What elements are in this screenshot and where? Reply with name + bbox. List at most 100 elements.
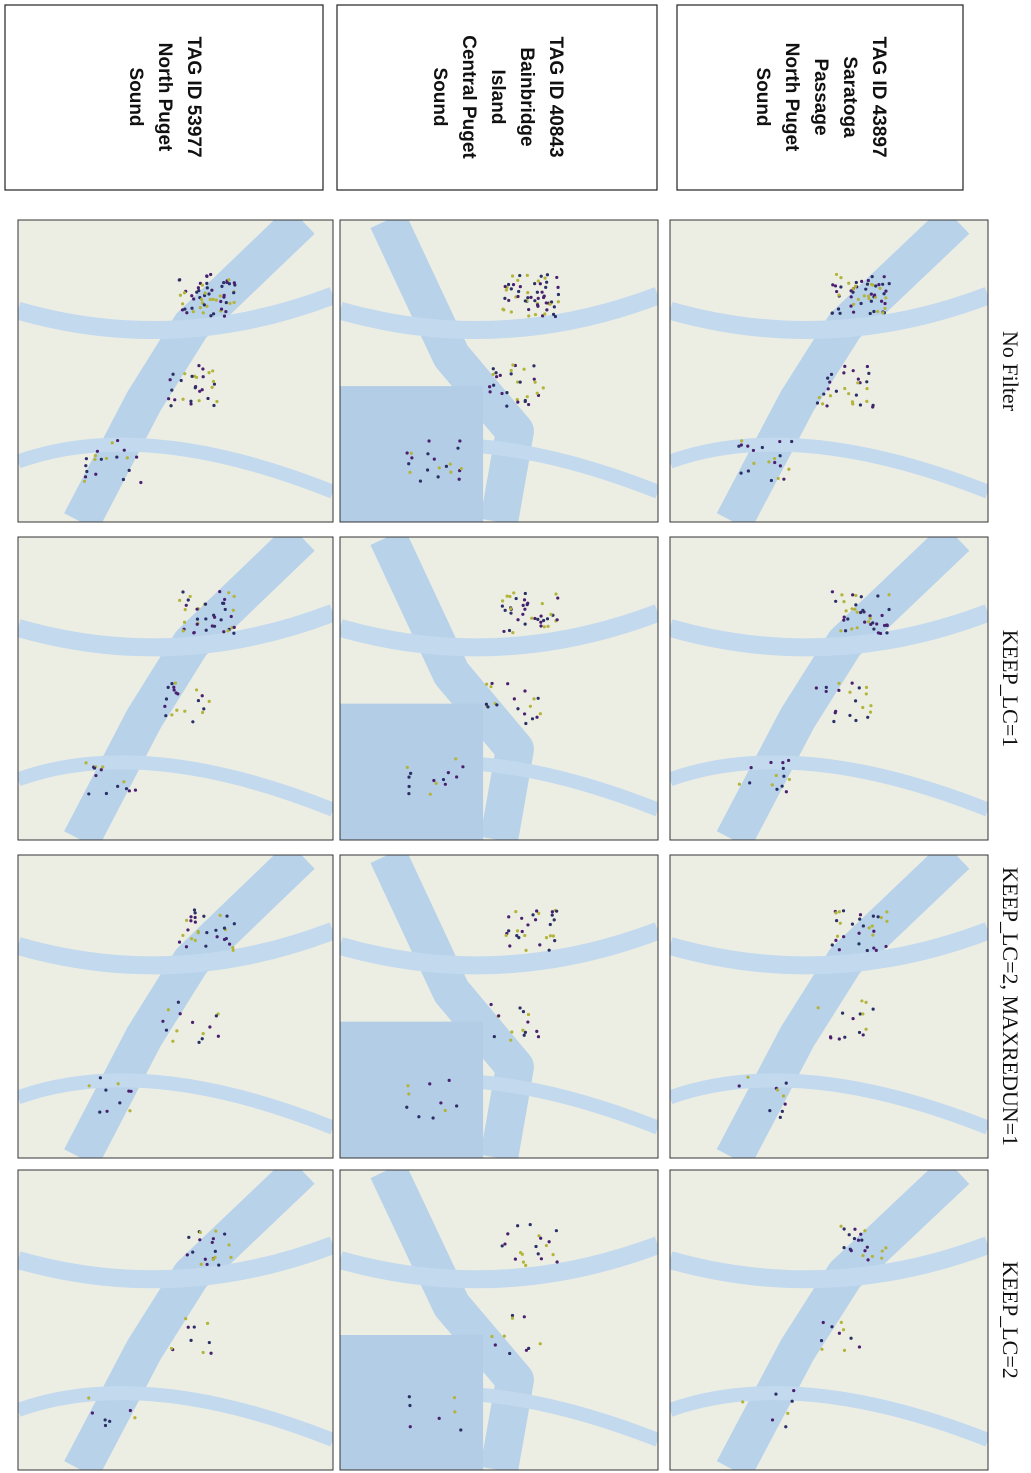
map-dot bbox=[860, 1239, 863, 1242]
map-dot bbox=[201, 283, 204, 286]
map-dot bbox=[545, 936, 548, 939]
map-dot bbox=[503, 297, 506, 300]
map-dot bbox=[537, 697, 540, 700]
map-dot bbox=[506, 595, 509, 598]
map-dot bbox=[409, 772, 412, 775]
map-dot bbox=[761, 446, 764, 449]
map-dot bbox=[201, 367, 204, 370]
map-dot bbox=[512, 283, 515, 286]
map-dot bbox=[872, 627, 875, 630]
map-dot bbox=[224, 608, 227, 611]
row-label-line: Sound bbox=[429, 67, 450, 126]
map-dot bbox=[495, 703, 498, 706]
map-dot bbox=[197, 931, 200, 934]
map-dot bbox=[191, 1251, 194, 1254]
map-dot bbox=[209, 314, 212, 317]
map-content bbox=[670, 220, 988, 522]
map-dot bbox=[549, 934, 552, 937]
map-dot bbox=[839, 629, 842, 632]
map-dot bbox=[545, 301, 548, 304]
map-dot bbox=[884, 945, 887, 948]
map-dot bbox=[847, 282, 850, 285]
map-dot bbox=[855, 394, 858, 397]
map-dot bbox=[532, 697, 535, 700]
map-dot bbox=[752, 449, 755, 452]
map-dot bbox=[187, 1236, 190, 1239]
map-dot bbox=[485, 703, 488, 706]
map-dot bbox=[181, 308, 184, 311]
map-dot bbox=[771, 783, 774, 786]
map-dot bbox=[204, 617, 207, 620]
map-dot bbox=[219, 294, 222, 297]
map-dot bbox=[539, 282, 542, 285]
map-dot bbox=[857, 298, 860, 301]
map-dot bbox=[511, 274, 514, 277]
map-dot bbox=[544, 286, 547, 289]
map-dot bbox=[854, 699, 857, 702]
map-dot bbox=[526, 602, 529, 605]
map-dot bbox=[510, 310, 513, 313]
map-dot bbox=[779, 464, 782, 467]
map-dot bbox=[508, 944, 511, 947]
map-dot bbox=[407, 792, 410, 795]
map-dot bbox=[854, 285, 857, 288]
map-dot bbox=[860, 280, 863, 283]
map-dot bbox=[859, 403, 862, 406]
map-dot bbox=[826, 377, 829, 380]
map-dot bbox=[524, 400, 527, 403]
map-dot bbox=[854, 719, 857, 722]
map-dot bbox=[432, 779, 435, 782]
map-dot bbox=[883, 624, 886, 627]
map-dot bbox=[867, 372, 870, 375]
map-dot bbox=[510, 372, 513, 375]
map-dot bbox=[523, 689, 526, 692]
map-dot bbox=[552, 1253, 555, 1256]
map-dot bbox=[862, 1033, 865, 1036]
map-dot bbox=[545, 281, 548, 284]
map-dot bbox=[517, 290, 520, 293]
map-dot bbox=[548, 303, 551, 306]
map-dot bbox=[850, 1249, 853, 1252]
map-dot bbox=[856, 611, 859, 614]
map-dot bbox=[437, 475, 440, 478]
map-dot bbox=[775, 774, 778, 777]
map-dot bbox=[527, 308, 530, 311]
map-dot bbox=[211, 386, 214, 389]
map-dot bbox=[227, 1243, 230, 1246]
map-dot bbox=[202, 707, 205, 710]
map-dot bbox=[515, 934, 518, 937]
map-dot bbox=[207, 371, 210, 374]
map-dot bbox=[84, 464, 87, 467]
map-dot bbox=[546, 617, 549, 620]
map-dot bbox=[516, 618, 519, 621]
map-dot bbox=[843, 616, 846, 619]
map-dot bbox=[834, 911, 837, 914]
map-dot bbox=[492, 373, 495, 376]
map-dot bbox=[486, 705, 489, 708]
map-dot bbox=[860, 999, 863, 1002]
map-dot bbox=[533, 282, 536, 285]
map-dot bbox=[504, 285, 507, 288]
map-dot bbox=[208, 1341, 211, 1344]
map-dot bbox=[861, 1012, 864, 1015]
map-panel bbox=[340, 855, 658, 1158]
map-dot bbox=[748, 781, 751, 784]
map-dot bbox=[186, 928, 189, 931]
map-dot bbox=[192, 297, 195, 300]
map-dot bbox=[189, 402, 192, 405]
map-dot bbox=[856, 381, 859, 384]
map-dot bbox=[222, 281, 225, 284]
map-dot bbox=[879, 632, 882, 635]
map-dot bbox=[185, 919, 188, 922]
map-dot bbox=[821, 402, 824, 405]
map-dot bbox=[527, 403, 530, 406]
map-dot bbox=[126, 456, 129, 459]
map-dot bbox=[516, 279, 519, 282]
map-dot bbox=[509, 1039, 512, 1042]
map-dot bbox=[557, 300, 560, 303]
map-dot bbox=[539, 621, 542, 624]
row-label-line: North Puget bbox=[781, 43, 802, 152]
map-dot bbox=[100, 458, 103, 461]
map-dot bbox=[873, 293, 876, 296]
map-dot bbox=[409, 1425, 412, 1428]
